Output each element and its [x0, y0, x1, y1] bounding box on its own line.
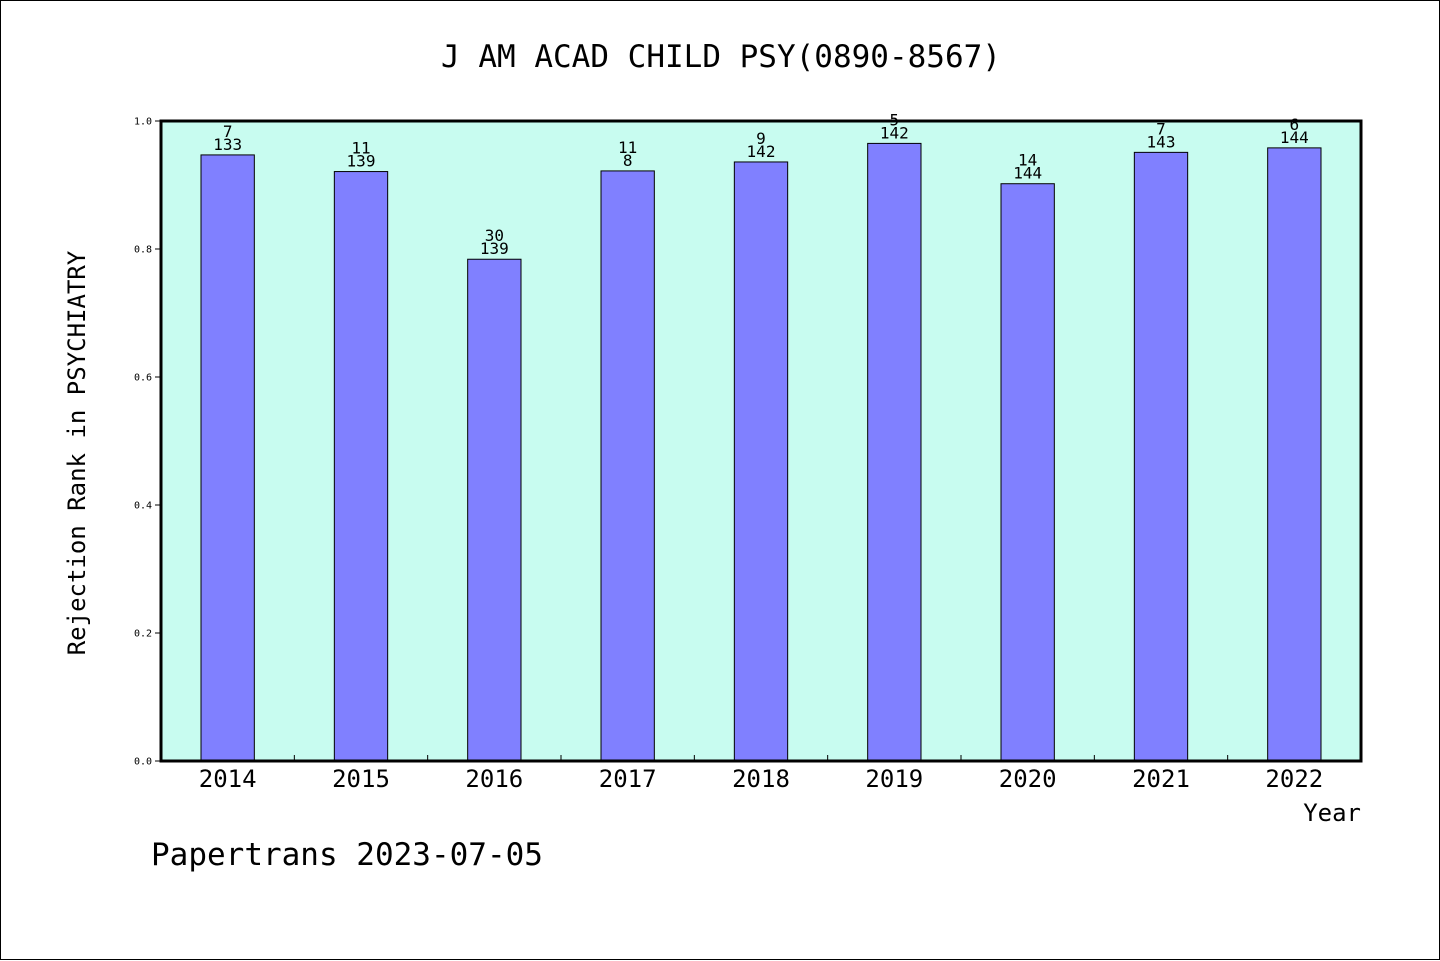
bar — [1133, 151, 1189, 762]
bar — [467, 258, 522, 762]
x-tick-label: 2019 — [865, 765, 923, 793]
bar-total-label: 139 — [347, 152, 376, 171]
bar-rank-label: 6 — [1290, 115, 1300, 134]
y-tick-label: 0.8 — [134, 245, 152, 256]
bar-rank-label: 11 — [351, 139, 370, 158]
bar — [600, 170, 655, 762]
bar — [733, 161, 789, 762]
bar-total-label: 8 — [623, 151, 633, 170]
bar-total-label: 142 — [880, 123, 909, 142]
footer-text: Papertrans 2023-07-05 — [151, 837, 543, 873]
x-tick-label: 2021 — [1132, 765, 1190, 793]
chart-title: J AM ACAD CHILD PSY(0890-8567) — [441, 39, 1001, 75]
bar-total-label: 144 — [1013, 164, 1042, 183]
bar — [333, 171, 389, 762]
bar-rank-label: 9 — [756, 129, 766, 148]
x-tick-label: 2018 — [732, 765, 790, 793]
bar — [1000, 183, 1055, 762]
x-tick-label: 2022 — [1265, 765, 1323, 793]
bar-total-label: 142 — [747, 142, 776, 161]
bar-total-label: 143 — [1147, 132, 1176, 151]
y-tick-label: 1.0 — [134, 117, 152, 128]
bar-total-label: 144 — [1280, 128, 1309, 147]
y-tick-label: 0.4 — [134, 501, 152, 512]
bar-rank-label: 7 — [223, 122, 233, 141]
bar — [200, 154, 255, 762]
bar — [1267, 147, 1322, 762]
bar — [867, 142, 922, 762]
bar-total-label: 133 — [213, 135, 242, 154]
plot-border — [159, 119, 1363, 763]
y-tick-label: 0.0 — [134, 757, 152, 768]
x-tick-label: 2020 — [999, 765, 1057, 793]
bar-rank-label: 7 — [1156, 119, 1166, 138]
y-axis-label: Rejection Rank in PSYCHIATRY — [63, 250, 91, 655]
bar-rank-label: 30 — [485, 226, 504, 245]
x-tick-label: 2017 — [599, 765, 657, 793]
x-axis-label: Year — [1303, 799, 1361, 827]
bar-rank-label: 14 — [1018, 151, 1037, 170]
y-tick-label: 0.6 — [134, 373, 152, 384]
x-tick-label: 2015 — [332, 765, 390, 793]
bars-group — [200, 142, 1322, 762]
x-tick-label: 2014 — [199, 765, 257, 793]
y-axis-ticks: 0.0 0.2 0.4 0.6 0.8 1.0 — [134, 117, 161, 768]
y-tick-label: 0.2 — [134, 629, 152, 640]
bar-total-label: 139 — [480, 239, 509, 258]
x-tick-label: 2016 — [465, 765, 523, 793]
bar-rank-label: 11 — [618, 138, 637, 157]
x-axis-ticks: 2014 2015 2016 2017 2018 2019 2020 2021 2022 — [199, 755, 1323, 793]
